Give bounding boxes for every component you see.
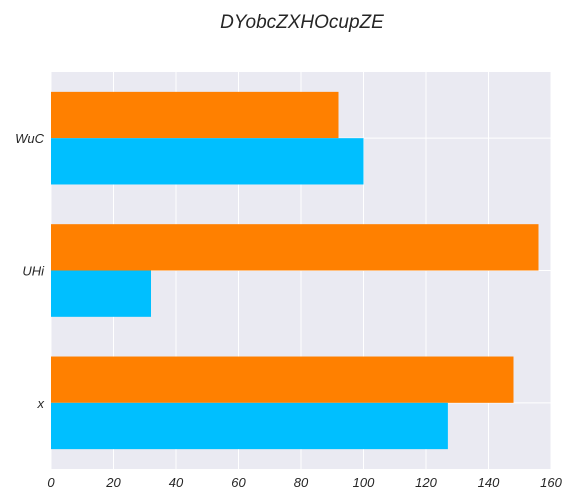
x-tick-label: 160: [540, 475, 562, 490]
x-tick-label: 60: [231, 475, 246, 490]
chart-title: DYobcZXHOcupZE: [220, 12, 384, 33]
x-tick-label: 100: [353, 475, 375, 490]
bar-series-1-0: [51, 138, 364, 185]
x-tick-label: 120: [415, 475, 437, 490]
y-tick-label: x: [37, 396, 45, 411]
bars: [51, 91, 539, 450]
x-tick-label: 20: [105, 475, 121, 490]
bar-series-1-2: [51, 402, 448, 450]
bar-series-2-0: [51, 91, 339, 139]
x-tick-label: 40: [169, 475, 184, 490]
bar-series-1-1: [51, 270, 151, 317]
y-tick-label: WuC: [15, 131, 45, 146]
x-tick-label: 0: [47, 475, 55, 490]
x-tick-label: 80: [294, 475, 309, 490]
bar-series-2-1: [51, 224, 539, 271]
x-tick-label: 140: [478, 475, 500, 490]
y-tick-label: UHi: [22, 264, 45, 279]
y-axis-ticks: WuC UHi x: [15, 131, 45, 411]
bar-series-2-2: [51, 356, 514, 403]
x-axis-ticks: 0 20 40 60 80 100 120 140 160: [47, 475, 562, 490]
